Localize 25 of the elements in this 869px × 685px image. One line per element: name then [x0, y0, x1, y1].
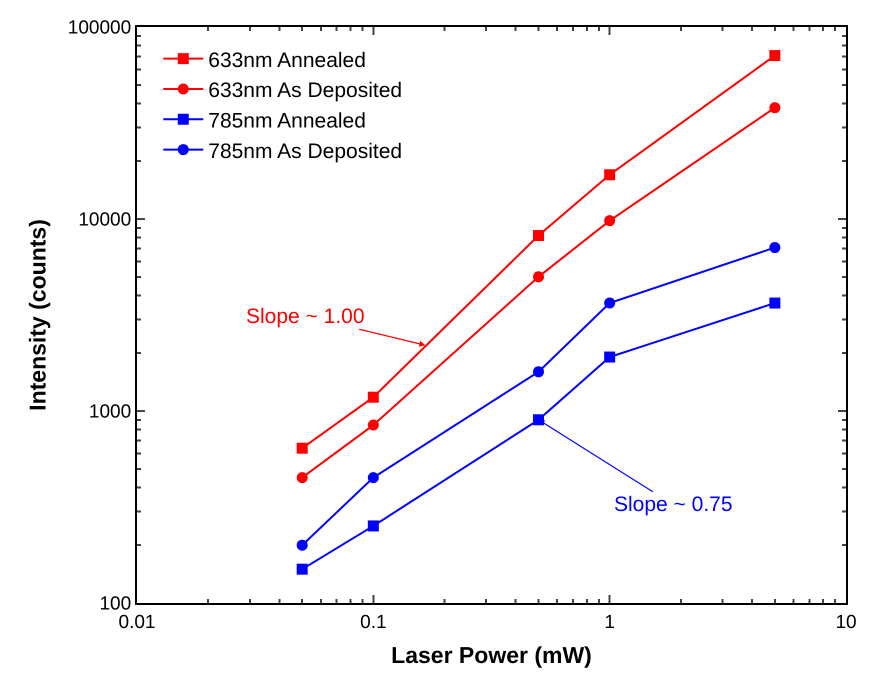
y-axis-title: Intensity (counts) — [24, 219, 51, 411]
point — [533, 366, 544, 378]
point — [296, 472, 308, 484]
point — [769, 298, 780, 309]
legend-label: 785nm As Deposited — [208, 140, 402, 163]
point — [769, 242, 780, 254]
legend-label: 633nm As Deposited — [208, 79, 402, 102]
point — [533, 230, 544, 242]
point — [769, 102, 780, 114]
point — [769, 50, 780, 62]
y-tick-label: 100000 — [68, 18, 132, 39]
annotation: Slope ~ 1.00 — [246, 305, 365, 328]
point — [296, 540, 308, 551]
y-tick-label: 10000 — [78, 210, 132, 231]
annotation: Slope ~ 0.75 — [614, 493, 733, 516]
y-tick-label: 1000 — [88, 402, 132, 423]
x-tick-label: 0.1 — [360, 612, 387, 633]
x-tick-label: 1 — [604, 612, 615, 633]
legend-label: 785nm Annealed — [208, 109, 366, 132]
point — [533, 271, 544, 282]
x-axis-title: Laser Power (mW) — [391, 642, 592, 668]
point — [296, 564, 308, 575]
point — [296, 442, 308, 454]
x-tick-label: 10 — [835, 612, 857, 633]
legend-label: 633nm Annealed — [208, 48, 366, 72]
